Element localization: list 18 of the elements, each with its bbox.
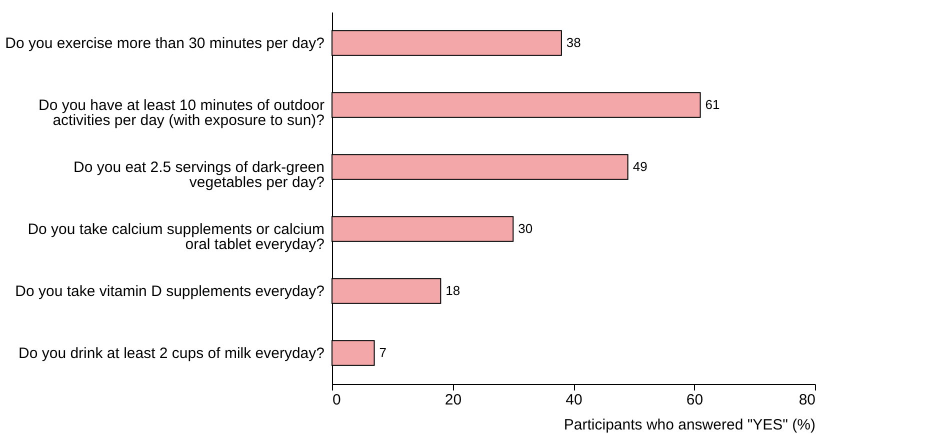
y-tick-label: Do you have at least 10 minutes of outdoor activities per day (with exposure to sun)?: [38, 97, 324, 129]
data-label: 18: [446, 283, 460, 298]
y-tick-label: Do you take calcium supplements or calcium oral tablet everyday?: [28, 221, 324, 253]
y-tick-label: Do you take vitamin D supplements everyday?: [15, 283, 324, 300]
y-tick-label: Do you exercise more than 30 minutes per day?: [5, 35, 324, 52]
x-axis-title: Participants who answered "YES" (%): [564, 416, 816, 434]
x-tick-label: 20: [444, 392, 462, 408]
x-tick-label: 40: [566, 392, 582, 408]
y-tick-label: Do you drink at least 2 cups of milk everyday?: [18, 345, 324, 362]
x-tick-label: 80: [798, 392, 816, 408]
data-label: 61: [705, 97, 720, 112]
data-label: 38: [566, 35, 581, 50]
data-label: 49: [632, 159, 648, 174]
data-label: 30: [518, 221, 533, 236]
data-label: 7: [379, 345, 386, 360]
x-tick-label: 60: [686, 392, 704, 408]
x-tick-label: 0: [332, 392, 341, 408]
y-tick-label: Do you eat 2.5 servings of dark-green vegetables per day?: [74, 159, 324, 191]
